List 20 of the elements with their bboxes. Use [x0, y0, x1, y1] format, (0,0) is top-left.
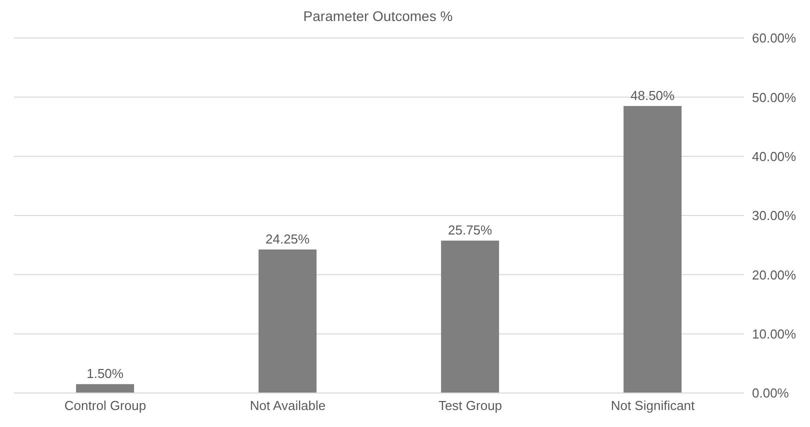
- chart-title: Parameter Outcomes %: [302, 8, 454, 24]
- y-tick-label: 0.00%: [752, 386, 790, 401]
- y-tick-label: 30.00%: [752, 208, 797, 224]
- y-tick-label: 10.00%: [752, 326, 797, 342]
- bar: [441, 240, 500, 393]
- bar: [624, 106, 682, 393]
- data-label: 48.50%: [630, 88, 676, 104]
- x-tick-label: Control Group: [64, 398, 146, 414]
- y-tick-label: 60.00%: [752, 30, 797, 46]
- y-tick-label: 40.00%: [752, 148, 797, 164]
- x-tick-label: Not Available: [250, 398, 326, 414]
- x-tick-label: Test Group: [438, 398, 502, 414]
- y-tick-label: 20.00%: [752, 267, 797, 282]
- y-tick-label: 50.00%: [752, 90, 797, 105]
- data-label: 1.50%: [86, 366, 124, 382]
- data-label: 25.75%: [448, 222, 493, 238]
- data-label: 24.25%: [266, 232, 310, 247]
- bar: [76, 384, 134, 393]
- x-tick-label: Not Significant: [610, 398, 696, 414]
- bar: [258, 250, 317, 393]
